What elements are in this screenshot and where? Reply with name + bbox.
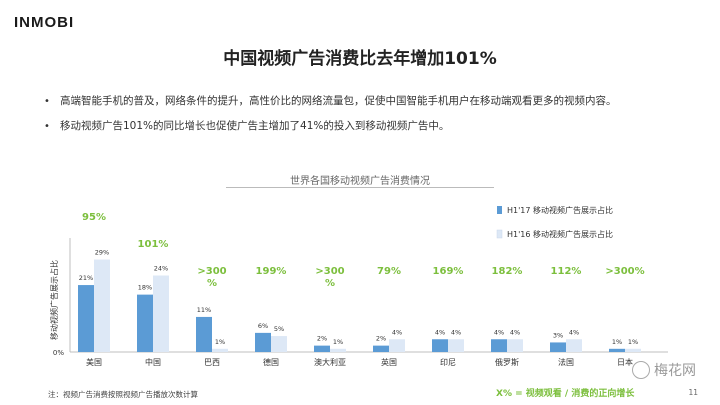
growth-label: 95%: [82, 212, 106, 223]
bullet-item: • 高端智能手机的普及，网络条件的提升，高性价比的网络流量包，促使中国智能手机用户…: [44, 94, 700, 109]
watermark-logo-icon: [632, 361, 650, 379]
category-label: 澳大利亚: [314, 357, 346, 367]
data-label: 29%: [95, 249, 109, 257]
data-label: 3%: [553, 331, 563, 339]
category-label: 印尼: [440, 358, 456, 367]
bar-h1-16: [212, 348, 228, 352]
category-label: 中国: [145, 357, 161, 367]
data-label: 24%: [154, 265, 168, 273]
growth-label: 169%: [433, 266, 464, 277]
data-label: 4%: [392, 328, 402, 336]
bullet-list: • 高端智能手机的普及，网络条件的提升，高性价比的网络流量包，促使中国智能手机用户…: [44, 94, 700, 144]
bar-h1-17: [78, 285, 94, 352]
bar-h1-16: [271, 336, 287, 352]
bar-h1-17: [137, 294, 153, 352]
growth-label: 112%: [551, 266, 582, 277]
watermark-text: 梅花网: [654, 363, 696, 379]
data-label: 2%: [376, 335, 386, 343]
category-label: 巴西: [204, 358, 220, 367]
chart-title-underline: [226, 187, 494, 188]
data-label: 4%: [494, 328, 504, 336]
growth-label: >300%: [197, 266, 226, 289]
data-label: 4%: [451, 328, 461, 336]
bar-h1-16: [94, 259, 110, 352]
category-label: 英国: [381, 357, 397, 367]
bar-h1-16: [153, 275, 169, 352]
bar-h1-16: [389, 339, 405, 352]
data-label: 4%: [510, 328, 520, 336]
y-axis-label: 移动视频广告展示占比: [49, 260, 59, 340]
legend-swatch: [496, 229, 503, 239]
category-label: 俄罗斯: [495, 357, 519, 367]
bar-h1-17: [314, 345, 330, 352]
page-title: 中国视频广告消费比去年增加101%: [223, 49, 497, 69]
data-label: 2%: [317, 335, 327, 343]
bar-h1-17: [432, 339, 448, 352]
bar-h1-16: [625, 348, 641, 352]
data-label: 4%: [569, 328, 579, 336]
growth-label: 199%: [256, 266, 287, 277]
bar-h1-16: [566, 339, 582, 352]
bar-h1-16: [330, 348, 346, 352]
data-label: 5%: [274, 325, 284, 333]
bar-h1-17: [255, 332, 271, 352]
legend-label: H1'16 移动视频广告展示占比: [507, 229, 613, 239]
legend-label: H1'17 移动视频广告展示占比: [507, 205, 613, 215]
bar-h1-16: [448, 339, 464, 352]
growth-label: 182%: [492, 266, 523, 277]
data-label: 4%: [435, 328, 445, 336]
category-label: 法国: [558, 357, 574, 367]
bullet-dot-icon: •: [44, 121, 50, 132]
category-label: 日本: [617, 357, 633, 367]
data-label: 1%: [333, 338, 343, 346]
category-label: 德国: [263, 357, 279, 367]
data-label: 1%: [612, 338, 622, 346]
bar-h1-17: [550, 342, 566, 352]
data-label: 18%: [138, 284, 152, 292]
chart-title: 世界各国移动视频广告消费情况: [290, 176, 430, 187]
bar-h1-17: [373, 345, 389, 352]
growth-label: 101%: [138, 239, 169, 250]
bullet-text: 移动视频广告101%的同比增长也促使广告主增加了41%的投入到移动视频广告中。: [60, 120, 450, 132]
data-label: 1%: [215, 338, 225, 346]
category-label: 美国: [86, 357, 102, 367]
bar-h1-17: [491, 339, 507, 352]
bar-h1-17: [196, 316, 212, 352]
data-label: 1%: [628, 338, 638, 346]
growth-note: X% = 视频观看 / 消费的正向增长: [496, 389, 635, 399]
inmobi-logo: INMOBI: [14, 14, 75, 31]
watermark: 梅花网: [632, 360, 696, 380]
y-zero-label: 0%: [53, 349, 64, 357]
bullet-text: 高端智能手机的普及，网络条件的提升，高性价比的网络流量包，促使中国智能手机用户在…: [60, 95, 617, 107]
footnote: 注：视频广告消费按照视频广告播放次数计算: [48, 390, 198, 399]
bar-h1-16: [507, 339, 523, 352]
growth-label: >300%: [315, 266, 344, 289]
data-label: 11%: [197, 306, 211, 314]
growth-label: >300%: [605, 266, 644, 277]
page-number: 11: [688, 388, 698, 397]
data-label: 6%: [258, 322, 268, 330]
bar-h1-17: [609, 348, 625, 352]
bullet-dot-icon: •: [44, 96, 50, 107]
bullet-item: • 移动视频广告101%的同比增长也促使广告主增加了41%的投入到移动视频广告中。: [44, 119, 700, 134]
legend-swatch: [497, 206, 502, 214]
growth-label: 79%: [377, 266, 401, 277]
data-label: 21%: [79, 274, 93, 282]
